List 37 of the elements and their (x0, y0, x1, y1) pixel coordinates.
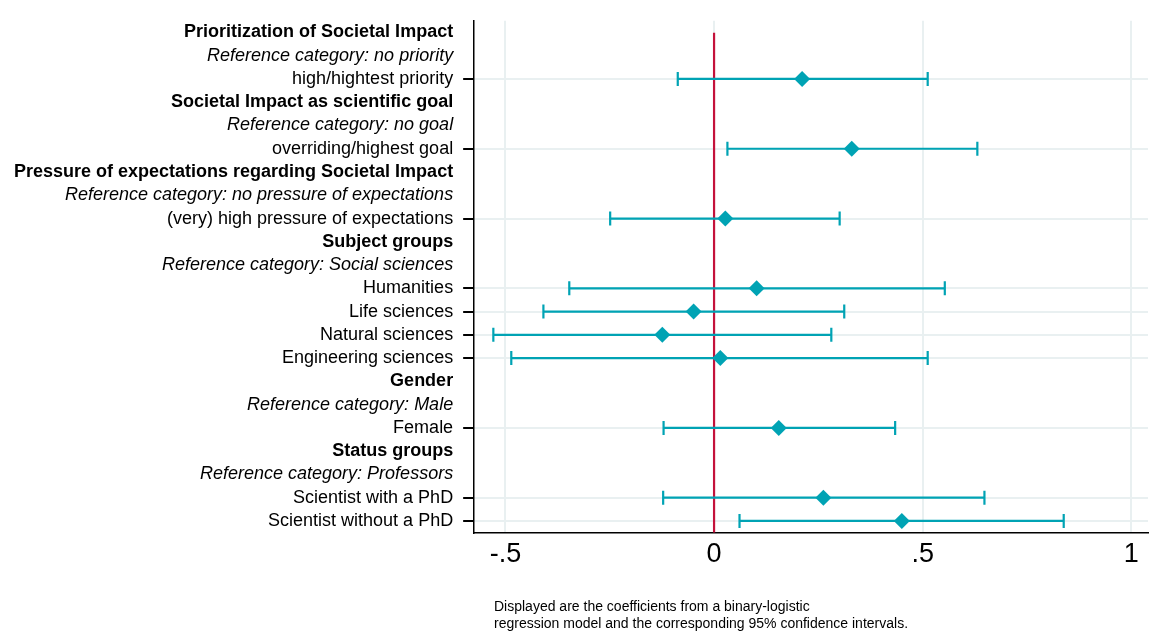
text: Displayed are the coefficients from a binary-logistic regression model and the corresponding 95% confidence intervals. (494, 598, 909, 632)
y-tick-label: Gender (390, 370, 454, 391)
point (893, 512, 910, 529)
y-tick-label: Humanities (363, 277, 454, 298)
y-tick-label: Status groups (332, 440, 454, 461)
point (843, 140, 860, 157)
y-tick-label: Reference category: no pressure of expectations (64, 184, 454, 205)
y-tick-label: Prioritization of Societal Impact (184, 21, 454, 42)
y-tick-label: Life sciences (349, 300, 454, 321)
y-tick-label: Reference category: no priority (207, 44, 455, 65)
y-tick-label: Pressure of expectations regarding Societal Impact (13, 160, 454, 181)
point (748, 280, 765, 297)
x-tick-label: .5 (911, 538, 934, 569)
point (712, 350, 729, 367)
y-tick-label: high/hightest priority (292, 67, 454, 88)
y-tick-label: Reference category: Professors (200, 463, 454, 484)
x-tick-label: -.5 (489, 538, 522, 569)
x-tick-label: 1 (1123, 538, 1139, 569)
y-tick-label: Scientist without a PhD (268, 509, 454, 530)
y-tick-label: Natural sciences (320, 323, 454, 344)
y-tick-label: Subject groups (322, 230, 454, 251)
y-tick-label: Reference category: Social sciences (161, 254, 454, 275)
y-tick-label: Engineering sciences (282, 347, 454, 368)
y-tick-label: (very) high pressure of expectations (167, 207, 454, 228)
point (794, 70, 811, 87)
point (770, 419, 787, 436)
x-tick-label: 0 (706, 538, 722, 569)
y-tick-label: Scientist with a PhD (293, 486, 454, 507)
point (717, 210, 734, 227)
y-tick-label: Reference category: no goal (226, 114, 455, 135)
y-tick-label: Female (393, 416, 454, 437)
y-tick-label: Societal Impact as scientific goal (171, 91, 454, 112)
y-tick-label: Reference category: Male (247, 393, 454, 414)
y-tick-label: overriding/highest goal (272, 137, 454, 158)
point (654, 326, 671, 343)
point (685, 303, 702, 320)
point (815, 489, 832, 506)
